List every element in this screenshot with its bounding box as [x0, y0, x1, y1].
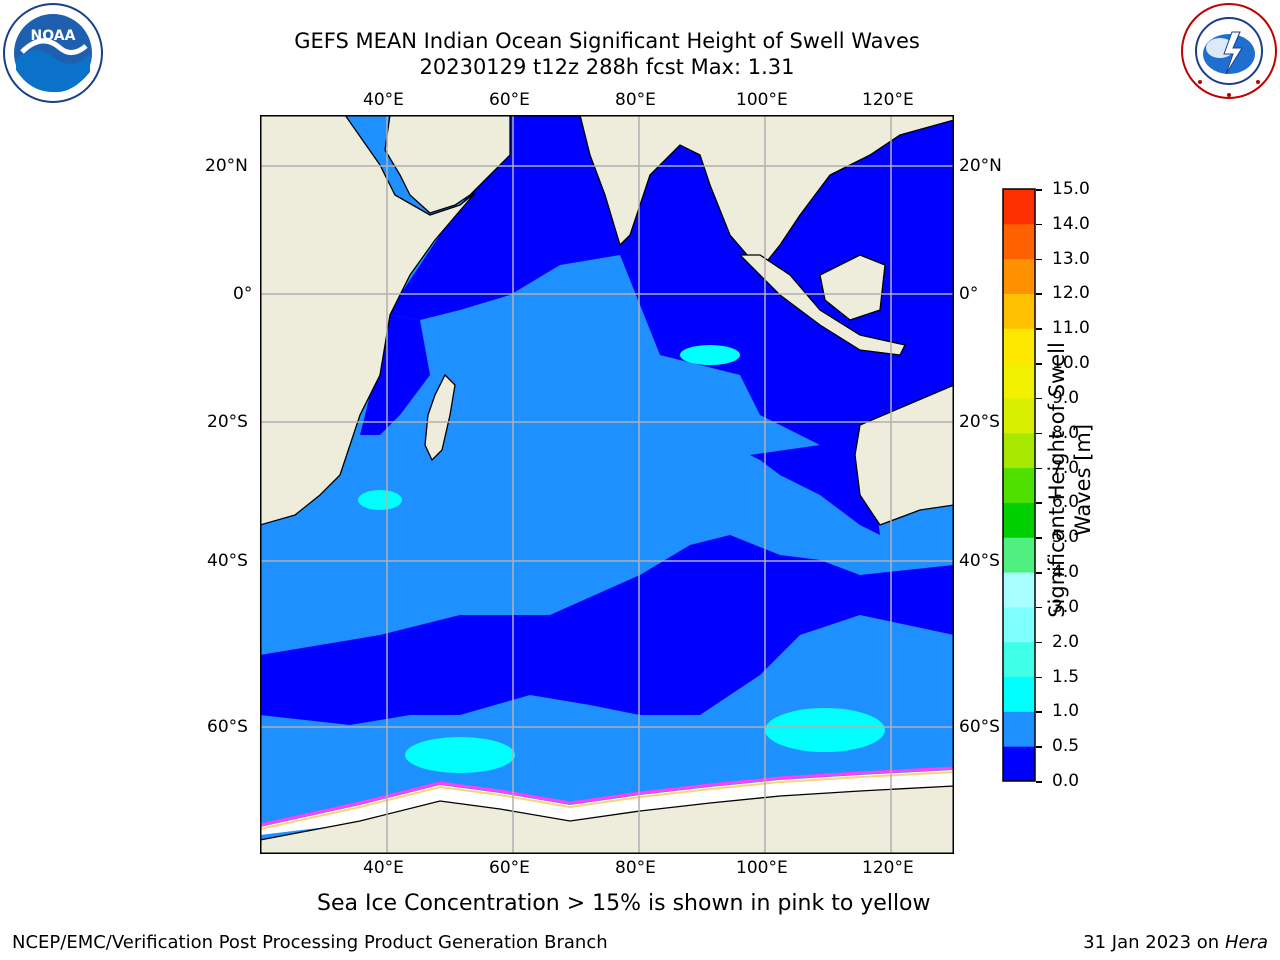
- noaa-logo: NOAA: [3, 3, 103, 103]
- lat-tick-right: 0°: [959, 284, 979, 304]
- colorbar-tick-label: 8.0: [1052, 422, 1080, 443]
- footer-credit: NCEP/EMC/Verification Post Processing Pr…: [12, 932, 608, 953]
- footer-machine: Hera: [1224, 932, 1268, 953]
- colorbar-tick-mark: [1036, 328, 1042, 330]
- colorbar-tick-mark: [1036, 781, 1042, 783]
- lat-tick-left: 20°N: [205, 156, 248, 176]
- colorbar-segment: [1003, 572, 1035, 608]
- colorbar-tick-mark: [1036, 258, 1042, 261]
- colorbar-tick-label: 15.0: [1052, 179, 1090, 199]
- lon-tick-bottom: 120°E: [862, 858, 914, 878]
- lon-tick-top: 80°E: [615, 90, 656, 110]
- nws-logo: [1181, 3, 1277, 99]
- footer-date: 31 Jan 2023 on Hera: [1083, 932, 1268, 953]
- madagascar-land: [424, 373, 456, 462]
- colorbar-tick-label: 1.0: [1052, 701, 1080, 722]
- colorbar-segment: [1003, 606, 1035, 643]
- colorbar-tick-label: 0.0: [1052, 771, 1080, 791]
- colorbar-segment: [1003, 293, 1035, 329]
- lon-tick-bottom: 60°E: [489, 858, 530, 878]
- lat-tick-right: 60°S: [959, 717, 1000, 737]
- lat-lon-grid: [260, 115, 954, 854]
- colorbar-tick-mark: [1036, 502, 1042, 504]
- lat-tick-right: 20°N: [959, 156, 1002, 176]
- lon-tick-bottom: 40°E: [363, 858, 404, 878]
- lat-tick-right: 20°S: [959, 412, 1000, 432]
- colorbar-segment: [1003, 641, 1035, 678]
- colorbar-tick-mark: [1036, 189, 1042, 191]
- map-subtitle: 20230129 t12z 288h fcst Max: 1.31: [419, 55, 795, 79]
- colorbar-segment: [1003, 467, 1035, 503]
- colorbar-segment: [1003, 363, 1035, 399]
- lon-tick-bottom: 80°E: [615, 858, 656, 878]
- colorbar-tick-mark: [1036, 363, 1042, 365]
- colorbar-segment: [1003, 397, 1035, 434]
- low-swell-south: [260, 535, 954, 725]
- colorbar-tick-mark: [1036, 746, 1042, 748]
- colorbar-segment: [1003, 189, 1035, 225]
- lon-tick-top: 100°E: [736, 90, 788, 110]
- colorbar: [1002, 188, 1036, 782]
- map-title: GEFS MEAN Indian Ocean Significant Heigh…: [294, 29, 920, 53]
- colorbar-tick-mark: [1036, 467, 1042, 470]
- colorbar-tick-mark: [1036, 641, 1042, 644]
- colorbar-tick-label: 9.0: [1052, 387, 1080, 408]
- colorbar-tick-label: 6.0: [1052, 492, 1080, 513]
- india-asia-land: [579, 115, 954, 272]
- indonesia-land: [738, 254, 906, 356]
- map-frame: [260, 115, 954, 854]
- lon-tick-top: 60°E: [489, 90, 530, 110]
- lon-tick-top: 40°E: [363, 90, 404, 110]
- australia-land: [854, 384, 954, 526]
- colorbar-tick-mark: [1036, 606, 1042, 609]
- colorbar-segment: [1003, 746, 1035, 782]
- colorbar-segment: [1003, 502, 1035, 538]
- colorbar-segment: [1003, 223, 1035, 260]
- footer-date-text: 31 Jan 2023 on: [1083, 932, 1220, 953]
- colorbar-tick-mark: [1036, 223, 1042, 226]
- swell-height-map: [260, 115, 954, 854]
- colorbar-tick-mark: [1036, 572, 1042, 574]
- colorbar-tick-mark: [1036, 432, 1042, 435]
- colorbar-tick-label: 1.5: [1052, 666, 1080, 687]
- lat-tick-left: 40°S: [207, 551, 248, 571]
- colorbar-tick-label: 4.0: [1052, 562, 1080, 583]
- colorbar-segment: [1003, 432, 1035, 469]
- colorbar-tick-label: 11.0: [1052, 318, 1090, 339]
- lat-tick-left: 60°S: [207, 717, 248, 737]
- lat-tick-left: 20°S: [207, 412, 248, 432]
- lon-tick-top: 120°E: [862, 90, 914, 110]
- lon-tick-bottom: 100°E: [736, 858, 788, 878]
- colorbar-tick-label: 3.0: [1052, 596, 1080, 617]
- lat-tick-left: 0°: [233, 284, 253, 304]
- colorbar-label-line1: Significant Height of Swell: [1045, 342, 1069, 618]
- sea-ice-caption: Sea Ice Concentration > 15% is shown in …: [317, 891, 931, 916]
- colorbar-label-line2: Waves [m]: [1071, 423, 1095, 537]
- colorbar-segment: [1003, 258, 1035, 294]
- colorbar-tick-mark: [1036, 397, 1042, 400]
- colorbar-tick-label: 2.0: [1052, 631, 1080, 652]
- colorbar-tick-mark: [1036, 711, 1042, 713]
- colorbar-tick-label: 14.0: [1052, 213, 1090, 234]
- colorbar-tick-mark: [1036, 293, 1042, 295]
- lat-tick-right: 40°S: [959, 551, 1000, 571]
- colorbar-tick-label: 12.0: [1052, 283, 1090, 304]
- colorbar-segment: [1003, 328, 1035, 364]
- svg-text:NOAA: NOAA: [31, 28, 76, 44]
- antarctica-land: [260, 785, 954, 854]
- swell-1.5-patch: [680, 345, 740, 365]
- colorbar-tick-mark: [1036, 537, 1042, 539]
- colorbar-tick-label: 13.0: [1052, 248, 1090, 269]
- colorbar-segment: [1003, 537, 1035, 573]
- colorbar-segment: [1003, 711, 1035, 747]
- colorbar-tick-label: 10.0: [1052, 353, 1090, 374]
- colorbar-tick-mark: [1036, 676, 1042, 679]
- colorbar-tick-label: 5.0: [1052, 527, 1080, 548]
- colorbar-tick-label: 7.0: [1052, 457, 1080, 478]
- low-swell-north: [390, 115, 954, 460]
- colorbar-tick-label: 0.5: [1052, 736, 1080, 757]
- colorbar-segment: [1003, 676, 1035, 712]
